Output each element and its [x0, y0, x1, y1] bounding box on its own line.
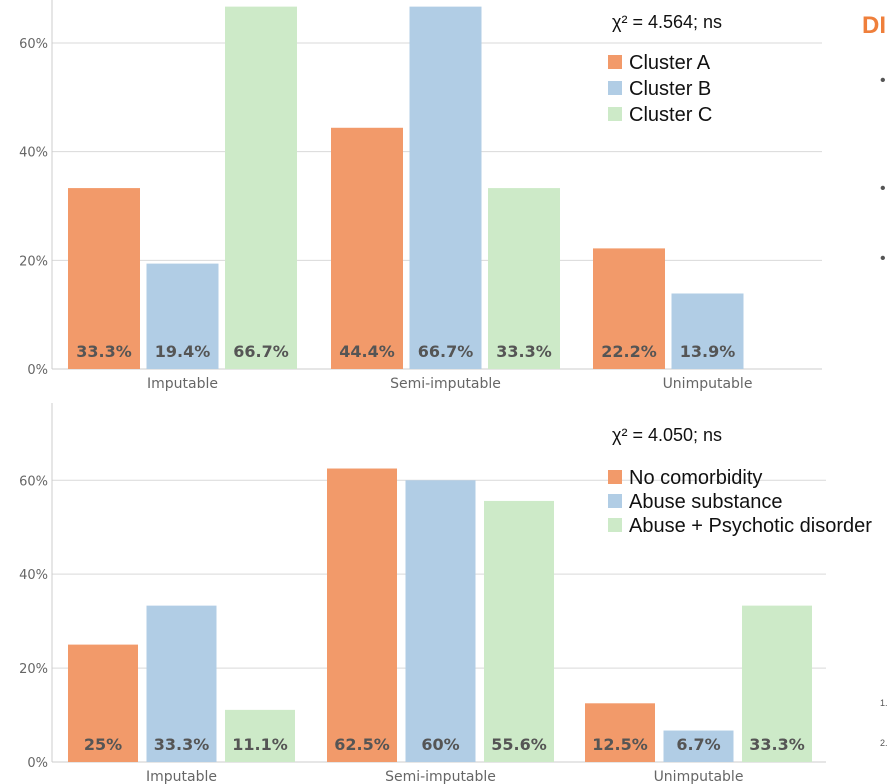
x-tick-label: Unimputable: [663, 376, 753, 392]
legend-label: Cluster C: [629, 104, 712, 126]
legend-swatch: [608, 107, 622, 121]
legend-swatch: [608, 55, 622, 69]
bar-value-label: 66.7%: [418, 342, 474, 361]
bar-value-label: 33.3%: [749, 735, 805, 754]
y-tick-label: 40%: [19, 146, 48, 161]
bar-value-label: 33.3%: [76, 342, 132, 361]
stat-annotation: χ² = 4.050; ns: [612, 425, 722, 445]
bar: [146, 605, 217, 762]
legend-label: Abuse + Psychotic disorder: [629, 515, 872, 537]
bar: [484, 500, 554, 762]
bar-value-label: 33.3%: [496, 342, 552, 361]
bar-value-label: 22.2%: [601, 342, 657, 361]
bar-value-label: 66.7%: [233, 342, 289, 361]
stat-annotation: χ² = 4.564; ns: [612, 12, 722, 32]
y-tick-label: 60%: [19, 474, 48, 489]
bar: [146, 263, 219, 369]
side-bullet-3: •: [880, 250, 886, 267]
x-tick-label: Imputable: [146, 769, 217, 784]
bar: [409, 6, 482, 369]
legend-swatch: [608, 470, 622, 484]
legend-swatch: [608, 81, 622, 95]
y-tick-label: 0%: [27, 363, 48, 378]
bar: [68, 188, 140, 369]
bar: [671, 293, 744, 369]
y-tick-label: 60%: [19, 37, 48, 52]
x-tick-label: Semi-imputable: [390, 376, 501, 392]
bar: [405, 480, 476, 762]
chart-top: 0% 20% 40% 60% 33.3% 19.4% 66.7% Imputable 44.4%…: [19, 0, 822, 392]
bar-value-label: 60%: [421, 735, 459, 754]
bar: [327, 468, 397, 762]
bar-value-label: 6.7%: [676, 735, 720, 754]
side-panel-title: DI: [862, 12, 886, 39]
side-bullet-1: •: [880, 72, 886, 89]
bar: [585, 703, 655, 762]
y-tick-label: 20%: [19, 662, 48, 677]
x-tick-label: Imputable: [147, 376, 218, 392]
y-tick-label: 20%: [19, 254, 48, 269]
bar: [68, 644, 138, 762]
bar: [663, 730, 734, 762]
legend-swatch: [608, 518, 622, 532]
bar-value-label: 25%: [84, 735, 122, 754]
bar-value-label: 19.4%: [155, 342, 211, 361]
bar-value-label: 33.3%: [154, 735, 210, 754]
bar: [742, 605, 812, 762]
bar-value-label: 11.1%: [232, 735, 288, 754]
legend-label: Abuse substance: [629, 491, 782, 513]
x-tick-label: Unimputable: [654, 769, 744, 784]
bar: [488, 188, 560, 369]
bar-value-label: 62.5%: [334, 735, 390, 754]
side-ref-2: 2.: [880, 738, 888, 748]
bar: [593, 248, 665, 369]
y-tick-label: 40%: [19, 568, 48, 583]
bar: [225, 709, 295, 762]
side-bullet-2: •: [880, 180, 886, 197]
side-ref-1: 1.: [880, 698, 888, 708]
bar: [331, 127, 403, 369]
bar: [225, 6, 297, 369]
legend-label: No comorbidity: [629, 467, 762, 489]
legend-label: Cluster B: [629, 78, 711, 100]
x-tick-label: Semi-imputable: [385, 769, 496, 784]
bar-value-label: 13.9%: [680, 342, 736, 361]
bar-value-label: 12.5%: [592, 735, 648, 754]
bar-value-label: 55.6%: [491, 735, 547, 754]
y-tick-label: 0%: [27, 756, 48, 771]
chart-bottom: 0% 20% 40% 60% 25% 33.3% 11.1% Imputable 62.5% 60…: [19, 403, 872, 784]
bar-value-label: 44.4%: [339, 342, 395, 361]
legend-label: Cluster A: [629, 52, 711, 74]
legend-swatch: [608, 494, 622, 508]
